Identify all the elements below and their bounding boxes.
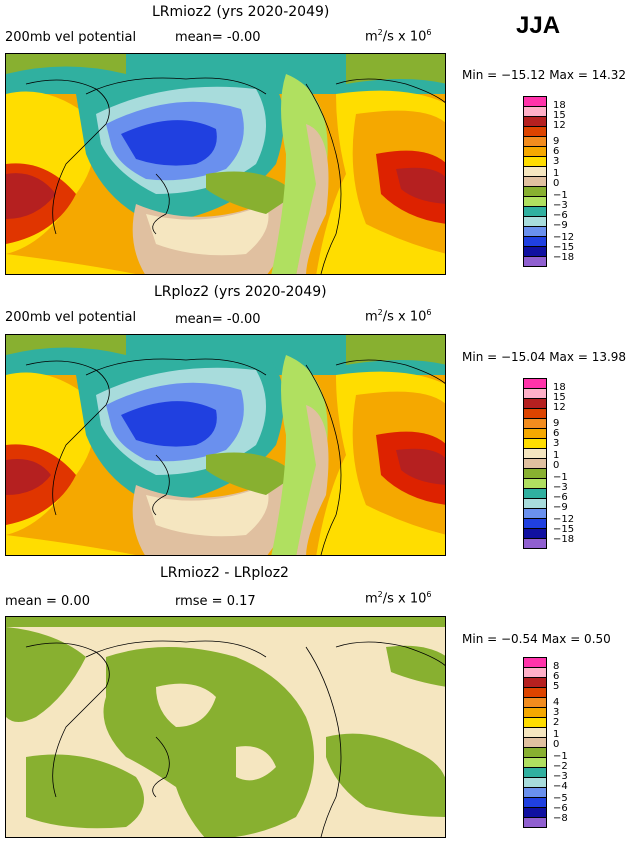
- season-label: JJA: [516, 12, 561, 39]
- colorbar-tick-label: −1: [553, 751, 568, 762]
- colorbar-tick-label: −6: [553, 210, 568, 221]
- colorbar-swatch: [523, 256, 547, 267]
- colorbar-tick-label: 0: [553, 739, 560, 750]
- colorbar-tick-label: 1: [553, 450, 560, 461]
- panel2-variable-label: 200mb vel potential: [5, 310, 137, 325]
- colorbar-tick-label: −3: [553, 482, 568, 493]
- colorbar-tick-label: −1: [553, 190, 568, 201]
- colorbar-tick-label: 4: [553, 697, 560, 708]
- colorbar-tick-label: 2: [553, 717, 560, 728]
- colorbar-tick-label: 0: [553, 178, 560, 189]
- colorbar-tick-label: −6: [553, 803, 568, 814]
- panel3-mean-label: mean = 0.00: [5, 594, 90, 609]
- colorbar-tick-label: 6: [553, 428, 560, 439]
- colorbar-tick-label: 15: [553, 110, 566, 121]
- colorbar-tick-label: 12: [553, 120, 566, 131]
- colorbar-tick-label: 6: [553, 671, 560, 682]
- panel2-units-label: m2/s x 106: [365, 308, 432, 325]
- colorbar-tick-label: 8: [553, 661, 560, 672]
- colorbar-tick-label: 15: [553, 392, 566, 403]
- panel3-units-label: m2/s x 106: [365, 590, 432, 607]
- colorbar-tick-label: −9: [553, 502, 568, 513]
- colorbar-tick-label: 1: [553, 729, 560, 740]
- colorbar-tick-label: −1: [553, 472, 568, 483]
- colorbar-tick-label: 5: [553, 681, 560, 692]
- colorbar-tick-label: −4: [553, 781, 568, 792]
- colorbar-tick-label: 3: [553, 156, 560, 167]
- panel2-title: LRploz2 (yrs 2020-2049): [154, 284, 327, 300]
- colorbar-tick-label: −15: [553, 242, 575, 253]
- colorbar-tick-label: −18: [553, 534, 575, 545]
- colorbar-tick-label: −3: [553, 771, 568, 782]
- colorbar-tick-label: −12: [553, 232, 575, 243]
- panel2-minmax: Min = −15.04 Max = 13.98: [462, 350, 627, 364]
- panel1-mean-label: mean= -0.00: [175, 30, 261, 45]
- panel2-mean-label: mean= -0.00: [175, 312, 261, 327]
- colorbar-tick-label: 12: [553, 402, 566, 413]
- colorbar-tick-label: −9: [553, 220, 568, 231]
- panel3-minmax: Min = −0.54 Max = 0.50: [462, 632, 611, 646]
- colorbar-tick-label: 3: [553, 707, 560, 718]
- colorbar-tick-label: 1: [553, 168, 560, 179]
- panel1-map: [5, 53, 446, 275]
- colorbar-tick-label: −15: [553, 524, 575, 535]
- colorbar-tick-label: −8: [553, 813, 568, 824]
- colorbar-tick-label: −2: [553, 761, 568, 772]
- colorbar-tick-label: 9: [553, 418, 560, 429]
- panel3-title: LRmioz2 - LRploz2: [160, 565, 289, 581]
- panel1-units-label: m2/s x 106: [365, 28, 432, 45]
- colorbar-tick-label: 18: [553, 382, 566, 393]
- colorbar-tick-label: −12: [553, 514, 575, 525]
- panel3-rmse-label: rmse = 0.17: [175, 594, 256, 609]
- colorbar-tick-label: 3: [553, 438, 560, 449]
- colorbar-tick-label: 18: [553, 100, 566, 111]
- panel1-minmax: Min = −15.12 Max = 14.32: [462, 68, 627, 82]
- colorbar-tick-label: 0: [553, 460, 560, 471]
- panel1-title: LRmioz2 (yrs 2020-2049): [152, 4, 330, 20]
- colorbar-tick-label: 9: [553, 136, 560, 147]
- colorbar-swatch: [523, 538, 547, 549]
- colorbar-tick-label: −3: [553, 200, 568, 211]
- colorbar-tick-label: −5: [553, 793, 568, 804]
- panel2-map: [5, 334, 446, 556]
- colorbar-tick-label: −18: [553, 252, 575, 263]
- colorbar-swatch: [523, 817, 547, 828]
- colorbar-tick-label: −6: [553, 492, 568, 503]
- colorbar-tick-label: 6: [553, 146, 560, 157]
- panel1-variable-label: 200mb vel potential: [5, 30, 137, 45]
- panel3-map: [5, 616, 446, 838]
